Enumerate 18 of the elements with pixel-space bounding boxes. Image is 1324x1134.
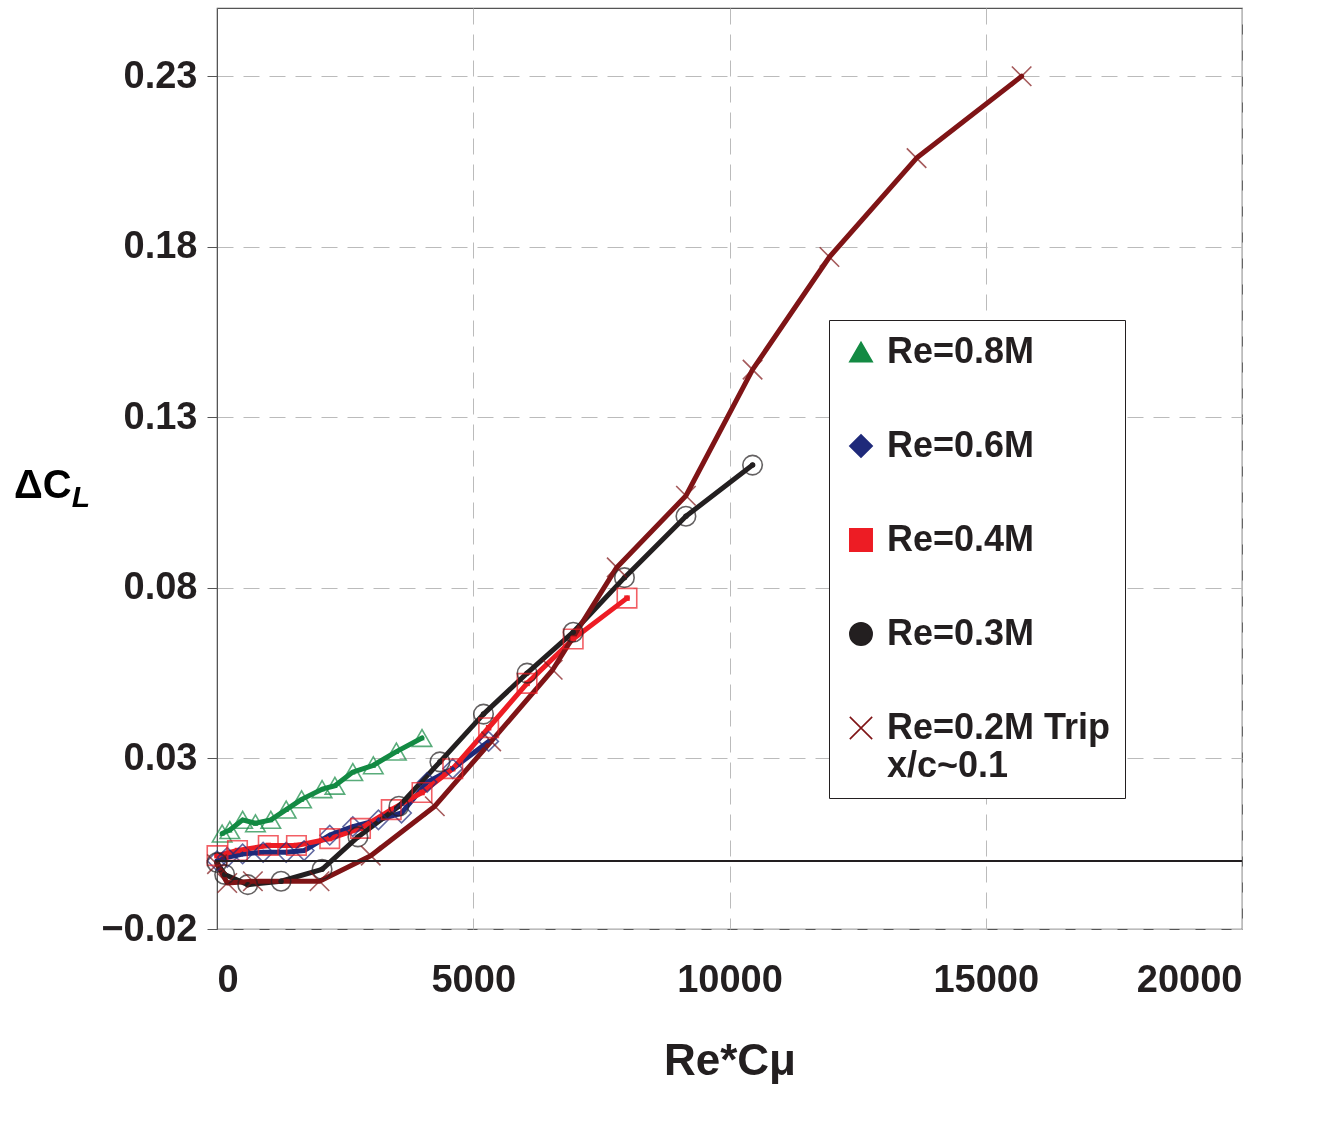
- y-tick-label: 0.23: [123, 53, 198, 96]
- x-tick-label: 5000: [431, 957, 517, 1000]
- x-axis-title: Re*Cμ: [663, 1034, 797, 1084]
- legend-label: Re=0.2M Trip x/c~0.1: [887, 706, 1111, 785]
- x-tick-label: 10000: [677, 957, 783, 1000]
- y-tick-label: 0.03: [123, 735, 198, 778]
- legend-label: Re=0.4M: [887, 518, 1035, 559]
- legend-label: Re=0.3M: [887, 612, 1035, 653]
- y-tick-label: 0.08: [123, 565, 198, 608]
- y-tick-label: 0.18: [123, 224, 198, 267]
- y-tick-label: 0.13: [123, 394, 198, 437]
- y-tick-label: −0.02: [101, 906, 198, 949]
- legend-label: Re=0.8M: [887, 330, 1035, 371]
- x-tick-label: 20000: [1136, 957, 1243, 1000]
- x-tick-label: 15000: [933, 957, 1040, 1000]
- x-tick-label: 0: [217, 957, 239, 1000]
- legend-label: Re=0.6M: [887, 424, 1035, 465]
- y-axis-title: ΔC$_{L}$: [14, 462, 90, 514]
